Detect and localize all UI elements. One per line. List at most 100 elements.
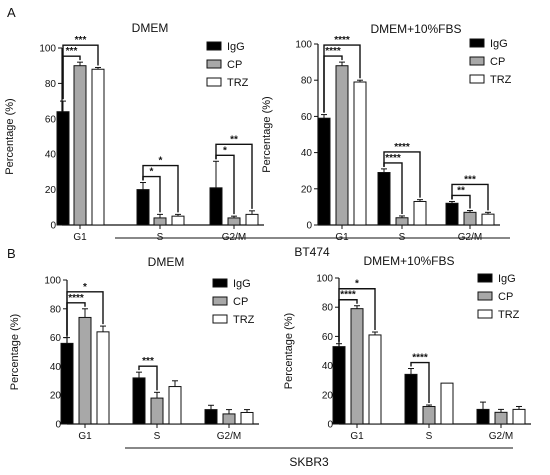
legend-label: IgG [227, 41, 245, 53]
legend-label: CP [498, 291, 513, 303]
significance-label: **** [385, 153, 401, 164]
x-tick-label: G1 [350, 431, 364, 442]
bar [350, 308, 364, 425]
x-tick-label: G1 [73, 232, 87, 243]
chart-title: DMEM+10%FBS [363, 254, 454, 268]
legend-swatch [206, 41, 222, 51]
legend-swatch [469, 38, 485, 48]
significance-label: * [223, 145, 227, 156]
y-tick-label: 0 [327, 420, 333, 431]
significance-label: **** [340, 290, 356, 301]
significance-bracket [410, 361, 430, 404]
y-axis-label: Percentage (%) [283, 313, 295, 389]
legend-label: IgG [490, 38, 508, 50]
y-tick-label: 80 [301, 76, 313, 87]
x-tick-label: S [426, 431, 433, 442]
significance-bracket [62, 44, 99, 100]
bar [463, 211, 477, 226]
y-tick-label: 40 [50, 362, 62, 373]
panel-label-b: B [7, 246, 16, 261]
bar [222, 413, 236, 425]
significance-label: **** [325, 46, 341, 57]
bar [78, 316, 92, 425]
legend-label: CP [233, 296, 248, 308]
bar [377, 172, 391, 226]
y-tick-label: 60 [322, 332, 334, 343]
y-tick-label: 20 [301, 184, 313, 195]
x-tick-label: G1 [78, 431, 92, 442]
significance-label: * [159, 156, 163, 167]
y-axis-label: Percentage (%) [9, 314, 21, 390]
bar [56, 111, 70, 226]
significance-bracket [138, 365, 158, 391]
legend-label: IgG [498, 273, 516, 285]
bar [335, 65, 349, 226]
y-tick-label: 60 [45, 114, 57, 125]
significance-bracket [451, 183, 489, 211]
y-tick-label: 40 [322, 361, 334, 372]
bar [136, 189, 150, 226]
significance-bracket [215, 143, 253, 209]
legend-swatch [206, 59, 222, 69]
y-axis-label: Percentage (%) [261, 96, 273, 172]
y-tick-label: 80 [45, 79, 57, 90]
bar [91, 68, 105, 226]
chart-title: DMEM [148, 255, 185, 269]
bar [227, 217, 241, 226]
legend-label: TRZ [498, 309, 520, 321]
bar [440, 382, 454, 425]
bar [96, 331, 110, 425]
chart-title: DMEM [132, 21, 169, 35]
bar [404, 373, 418, 425]
bar [153, 217, 167, 226]
y-tick-label: 80 [322, 303, 334, 314]
significance-label: * [150, 167, 154, 178]
bar [168, 386, 182, 425]
legend-label: TRZ [227, 77, 249, 89]
legend-label: CP [490, 56, 505, 68]
bar [73, 65, 87, 226]
x-tick-label: G2/M [217, 431, 241, 442]
chart-4: DMEM+10%FBS 0 20 40 60 80 100 Percentage (%) G1 S… [283, 254, 531, 442]
x-tick-label: G2/M [489, 431, 513, 442]
bar [395, 217, 409, 226]
x-tick-label: S [154, 431, 161, 442]
legend-swatch [477, 273, 493, 283]
group-label-skbr3: SKBR3 [289, 455, 329, 469]
significance-label: **** [394, 142, 410, 153]
legend-swatch [206, 77, 222, 87]
bar [209, 187, 223, 226]
y-tick-label: 60 [301, 112, 313, 123]
legend-swatch [477, 309, 493, 319]
bar [150, 397, 164, 425]
significance-label: *** [142, 356, 154, 367]
legend-swatch [469, 74, 485, 84]
significance-label: *** [75, 35, 87, 46]
chart-title: DMEM+10%FBS [370, 22, 461, 36]
y-tick-label: 40 [301, 148, 313, 159]
y-axis-label: Percentage (%) [4, 98, 16, 174]
significance-label: ** [457, 185, 465, 196]
bar [445, 202, 459, 226]
bar [245, 213, 259, 226]
y-tick-label: 0 [55, 420, 61, 431]
significance-bracket [323, 44, 361, 113]
legend-swatch [469, 56, 485, 66]
bar [60, 342, 74, 425]
bar [494, 411, 508, 425]
y-tick-label: 100 [39, 44, 56, 55]
y-tick-label: 80 [50, 304, 62, 315]
bar [204, 409, 218, 425]
y-tick-label: 20 [50, 391, 62, 402]
significance-label: *** [66, 46, 78, 57]
y-tick-label: 0 [306, 221, 312, 232]
bar [240, 411, 254, 425]
y-tick-label: 100 [316, 274, 333, 285]
significance-label: *** [464, 174, 476, 185]
legend-swatch [212, 278, 228, 288]
bar [476, 408, 490, 425]
bar [422, 405, 436, 425]
